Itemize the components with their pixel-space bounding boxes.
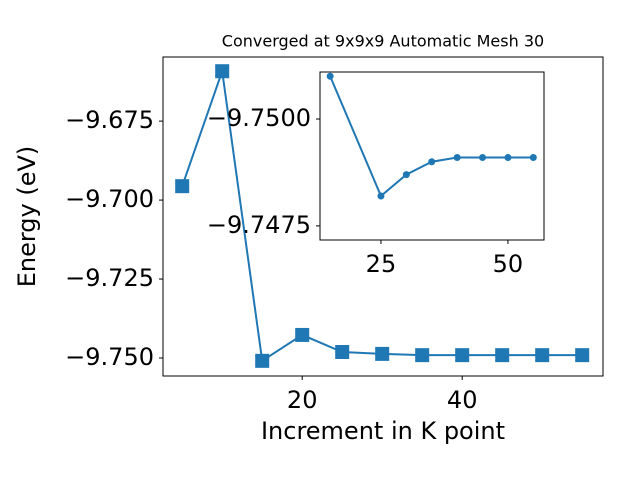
point-marker: [215, 64, 230, 79]
point-marker: [455, 348, 470, 363]
x-axis-label: Increment in K point: [261, 417, 505, 445]
point-marker: [377, 192, 385, 200]
point-marker: [453, 153, 461, 161]
chart-title: Converged at 9x9x9 Automatic Mesh 30: [222, 32, 544, 51]
y-tick-label: −9.675: [65, 106, 154, 134]
x-tick-label: 50: [493, 250, 524, 278]
x-tick-label: 40: [447, 386, 478, 414]
point-marker: [428, 158, 436, 166]
point-marker: [295, 327, 310, 342]
y-tick-label: −9.725: [65, 264, 154, 292]
point-marker: [326, 72, 334, 80]
point-marker: [415, 348, 430, 363]
y-tick-label: −9.700: [65, 185, 154, 213]
y-tick-label: −9.750: [65, 343, 154, 371]
point-marker: [335, 344, 350, 359]
y-tick-label: −9.7500: [207, 104, 311, 132]
x-tick-label: 25: [366, 250, 397, 278]
point-marker: [375, 346, 390, 361]
point-marker: [504, 153, 512, 161]
point-marker: [402, 171, 410, 179]
point-marker: [529, 153, 537, 161]
point-marker: [479, 153, 487, 161]
point-marker: [575, 348, 590, 363]
series-line: [329, 75, 534, 198]
point-marker: [255, 353, 270, 368]
point-marker: [495, 348, 510, 363]
x-tick-label: 20: [287, 386, 318, 414]
point-marker: [535, 348, 550, 363]
y-axis-label: Energy (eV): [13, 146, 41, 288]
y-tick-label: −9.7475: [207, 211, 311, 239]
point-marker: [175, 179, 190, 194]
